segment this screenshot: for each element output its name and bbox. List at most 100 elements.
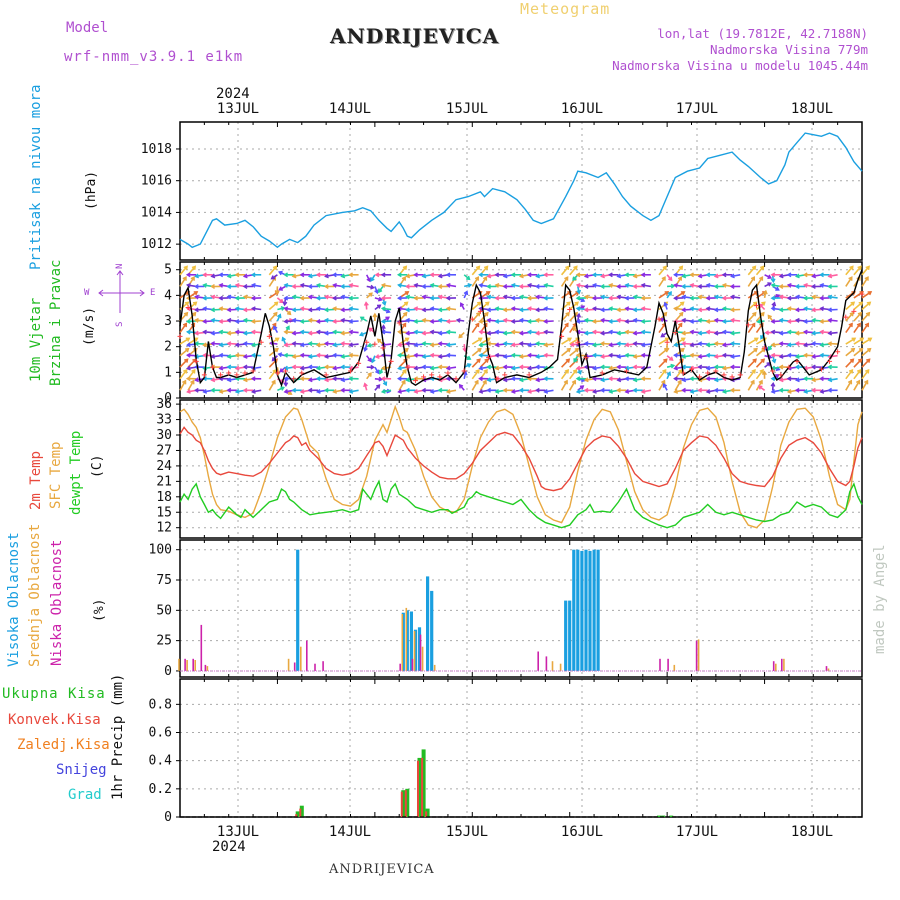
wind-arrowhead [591, 342, 597, 348]
wind-arrowhead [518, 330, 524, 336]
wind-arrowhead [486, 273, 492, 279]
wind-arrowhead [182, 276, 187, 281]
wind-arrowhead [405, 294, 410, 300]
wind-arrowhead [370, 277, 375, 282]
wind-arrowhead [210, 330, 216, 336]
wind-gust-marker [656, 316, 662, 322]
y-tick-label: 1016 [141, 174, 172, 189]
wind-arrow [601, 295, 611, 299]
y-tick-label: 50 [156, 603, 172, 618]
wind-arrow [771, 320, 781, 323]
wind-arrowhead [374, 289, 379, 295]
wind-arrow [845, 265, 854, 276]
wind-arrow [641, 307, 651, 311]
wind-arrowhead [802, 329, 808, 335]
wind-arrow [219, 331, 229, 334]
wind-arrow [406, 331, 416, 335]
wind-arrowhead [778, 317, 784, 323]
wind-arrow [561, 348, 571, 357]
wind-arrow [235, 320, 246, 323]
wind-arrowhead [510, 295, 516, 301]
wind-arrowhead [242, 273, 248, 279]
y-tick-label: 0.8 [149, 697, 172, 712]
wind-arrowhead [413, 342, 419, 348]
cloud-bar [405, 607, 408, 671]
wind-arrow [284, 331, 294, 334]
wind-arrowhead [202, 319, 207, 324]
wind-arrow [820, 343, 830, 346]
wind-arrowhead [324, 364, 329, 370]
wind-arrowhead [575, 272, 581, 278]
wind-arrowhead [705, 376, 711, 382]
wind-arrowhead [580, 297, 586, 303]
wind-arrow [479, 380, 487, 391]
wind-gust-marker [218, 372, 224, 378]
wind-arrowhead [526, 295, 532, 301]
altitude-label: Nadmorska Visina 779m [709, 42, 868, 57]
wind-arrow [812, 354, 822, 358]
wind-arrowhead [429, 306, 435, 312]
y-tick-label: 0.4 [149, 754, 173, 769]
cloud-bar [411, 658, 414, 671]
wind-arrowhead [770, 319, 776, 324]
wind-arrowhead [283, 352, 289, 358]
wind-arrowhead [592, 282, 597, 288]
wind-gust-marker [705, 370, 711, 376]
cloud-panel: 0 25 50 75 100 [149, 539, 863, 679]
wind-arrowhead [478, 376, 483, 382]
wind-arrow [308, 295, 319, 299]
wind-arrow [333, 354, 343, 357]
wind-arrowhead [721, 272, 727, 278]
wind-arrowhead [811, 387, 816, 393]
wind-arrowhead [299, 365, 305, 371]
wind-arrowhead [566, 347, 572, 353]
wind-arrowhead [760, 311, 765, 317]
model-label: Model [66, 20, 109, 36]
wind-arrowhead [397, 329, 402, 335]
wind-arrowhead [218, 306, 224, 312]
cloud-bar [287, 658, 290, 671]
wind-arrowhead [437, 330, 443, 336]
wind-arrowhead [291, 341, 297, 347]
wind-arrowhead [759, 276, 764, 281]
wind-arrow [300, 307, 310, 311]
wind-arrowhead [697, 330, 703, 336]
wind-arrowhead [858, 301, 864, 306]
wind-arrow [633, 331, 643, 335]
wind-arrowhead [697, 387, 703, 393]
wind-arrow [658, 276, 666, 287]
wind-gust-marker [729, 374, 735, 380]
wind-arrowhead [856, 276, 861, 281]
wind-arrow [179, 323, 187, 334]
wind-arrow [349, 389, 359, 393]
wind-gust-marker [445, 370, 451, 376]
wind-arrow [845, 276, 853, 287]
wind-arrow [268, 265, 278, 276]
day-label-bottom: 17JUL [676, 824, 718, 840]
wind-arrowhead [624, 388, 630, 394]
wind-arrowhead [202, 352, 207, 358]
wind-arrow [308, 342, 319, 345]
wind-arrow [268, 312, 278, 322]
wind-arrow [576, 366, 587, 370]
wind-arrowhead [299, 272, 305, 278]
wind-arrowhead [291, 364, 297, 370]
wind-arrowhead [315, 376, 321, 382]
wind-arrow [219, 354, 229, 357]
wind-arrowhead [526, 365, 532, 371]
wind-arrowhead [767, 274, 773, 279]
wind-arrowhead [478, 337, 483, 342]
wind-arrowhead [632, 364, 638, 370]
wind-arrow [317, 354, 327, 357]
wind-arrowhead [250, 329, 256, 335]
wind-arrow [690, 307, 700, 311]
wind-arrowhead [778, 387, 784, 393]
wind-arrowhead [380, 342, 386, 348]
wind-arrowhead [759, 368, 764, 374]
wind-arrow [479, 366, 489, 370]
y-tick-label: 3 [164, 314, 172, 329]
wind-arrowhead [405, 284, 410, 289]
wind-arrowhead [324, 341, 329, 347]
wind-arrow [585, 295, 595, 299]
wind-arrowhead [413, 352, 418, 358]
